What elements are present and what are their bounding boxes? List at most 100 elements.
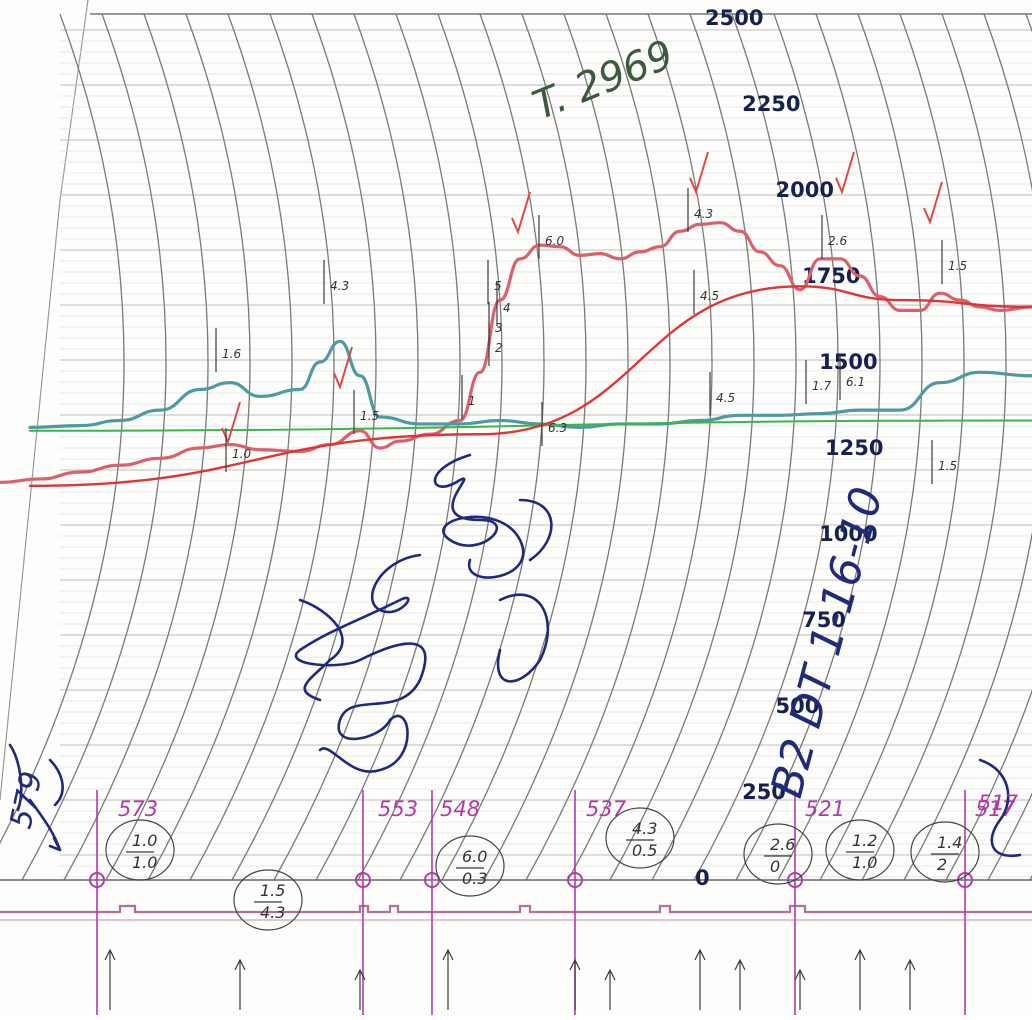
injection-dot xyxy=(355,872,371,888)
series-line-3 xyxy=(29,419,1032,432)
bottom-arrow xyxy=(354,968,366,1010)
grid-arc xyxy=(21,13,167,881)
peak-annotation: 2 xyxy=(495,341,503,355)
grid-arc xyxy=(315,13,461,881)
series-line-4 xyxy=(28,285,1032,488)
injection-number: 521 xyxy=(805,797,845,821)
circled-fraction xyxy=(233,869,303,931)
red-check-mark xyxy=(221,401,241,445)
peak-annotation: 4.3 xyxy=(330,279,349,293)
grid-arc xyxy=(231,13,377,881)
bottom-arrow xyxy=(854,948,866,1010)
pencil-annotations: 4.3 1.6 1.0 1.5 6.0 6.3 4.5 543 2 1 4.3 4.5 2.6 1.7 1.… xyxy=(215,188,967,484)
circled-fraction xyxy=(605,807,675,869)
red-check-mark xyxy=(511,191,531,235)
series-line-2 xyxy=(28,339,1032,429)
grid-arc xyxy=(0,13,125,845)
peak-annotation: 1.0 xyxy=(232,447,251,461)
circled-fraction xyxy=(105,819,175,881)
grid-arc xyxy=(735,13,881,881)
right-note-text: 517 xyxy=(978,791,1019,815)
bottom-arrow xyxy=(104,948,116,1010)
y-tick-label: 2250 xyxy=(742,92,800,116)
injection-number: 553 xyxy=(378,797,418,821)
fraction-top: 4.3 xyxy=(632,819,657,838)
grid-arc xyxy=(777,13,923,881)
bottom-arrow xyxy=(694,948,706,1010)
fraction-bottom: 2 xyxy=(937,855,947,874)
horizontal-grid xyxy=(60,29,1032,878)
peak-annotation: 4.5 xyxy=(716,391,735,405)
grid-arc xyxy=(819,13,965,881)
y-tick-label: 1500 xyxy=(819,350,877,374)
grid-arc xyxy=(147,13,293,881)
footer-marks: 573 553 548 537 521 517 1.0 1.0 1.5 4.3 6.0 0.3 4.3 0… xyxy=(89,790,1016,1015)
arc-grid xyxy=(0,13,1032,881)
left-note-text: 579 xyxy=(4,768,50,831)
y-tick-label: 1000 xyxy=(819,522,877,546)
bottom-arrow xyxy=(604,968,616,1010)
peak-annotation: 5 xyxy=(494,279,502,293)
circled-fraction xyxy=(825,819,895,881)
injection-dot xyxy=(424,872,440,888)
series-group xyxy=(0,221,1032,488)
peak-annotation: 3 xyxy=(495,321,503,335)
peak-annotation: 4.3 xyxy=(694,207,713,221)
red-check-mark xyxy=(923,181,943,225)
blue-scribble xyxy=(295,453,553,773)
peak-annotation: 1.5 xyxy=(360,409,379,423)
peak-annotation: 1.5 xyxy=(938,459,957,473)
fraction-top: 1.0 xyxy=(132,831,157,850)
bottom-arrow xyxy=(734,958,746,1010)
series-line-1 xyxy=(0,221,1032,484)
blue-right-stroke xyxy=(978,758,1022,858)
blue-left-stroke xyxy=(8,743,64,852)
y-tick-label: 750 xyxy=(802,608,846,632)
y-tick-label: 500 xyxy=(776,694,820,718)
fraction-top: 1.5 xyxy=(260,881,285,900)
peak-annotation: 1.7 xyxy=(812,379,831,393)
bottom-arrow xyxy=(904,958,916,1010)
y-tick-label: 2500 xyxy=(705,6,763,30)
check-marks xyxy=(221,151,943,445)
red-check-mark xyxy=(689,151,709,195)
circled-fraction xyxy=(743,823,813,885)
fraction-top: 1.2 xyxy=(852,831,877,850)
injection-number: 573 xyxy=(118,797,158,821)
fraction-bottom: 0 xyxy=(770,857,780,876)
paper-edge xyxy=(0,0,89,801)
bottom-arrow xyxy=(569,958,581,1010)
injection-dot xyxy=(567,872,583,888)
event-rail xyxy=(0,904,1032,914)
peak-annotation: 4.5 xyxy=(700,289,719,303)
grid-arc xyxy=(399,13,545,881)
peak-annotation: 4 xyxy=(503,301,511,315)
peak-annotation: 1.5 xyxy=(948,259,967,273)
grid-arc xyxy=(651,13,797,881)
fraction-bottom: 1.0 xyxy=(852,853,877,872)
grid-arc xyxy=(357,13,503,881)
grid-arc xyxy=(861,13,1007,881)
bottom-arrow xyxy=(234,958,246,1010)
fraction-bottom: 0.5 xyxy=(632,841,657,860)
peak-annotation: 1 xyxy=(468,394,476,408)
y-tick-label: 1250 xyxy=(825,436,883,460)
fraction-bottom: 0.3 xyxy=(462,869,487,888)
peak-annotation: 6.0 xyxy=(545,234,564,248)
y-tick-label: 2000 xyxy=(776,178,834,202)
top-note-text: T. 2969 xyxy=(527,32,680,130)
peak-annotation: 6.1 xyxy=(846,375,865,389)
injection-dot xyxy=(89,872,105,888)
circled-fraction xyxy=(910,821,980,883)
grid-arc xyxy=(903,13,1032,881)
fraction-top: 1.4 xyxy=(937,833,962,852)
circled-fraction xyxy=(435,835,505,897)
grid-arc xyxy=(693,13,839,881)
grid-arc xyxy=(525,13,671,881)
grid-arc xyxy=(609,13,755,881)
grid-arc xyxy=(483,13,629,881)
red-check-mark xyxy=(333,346,353,390)
